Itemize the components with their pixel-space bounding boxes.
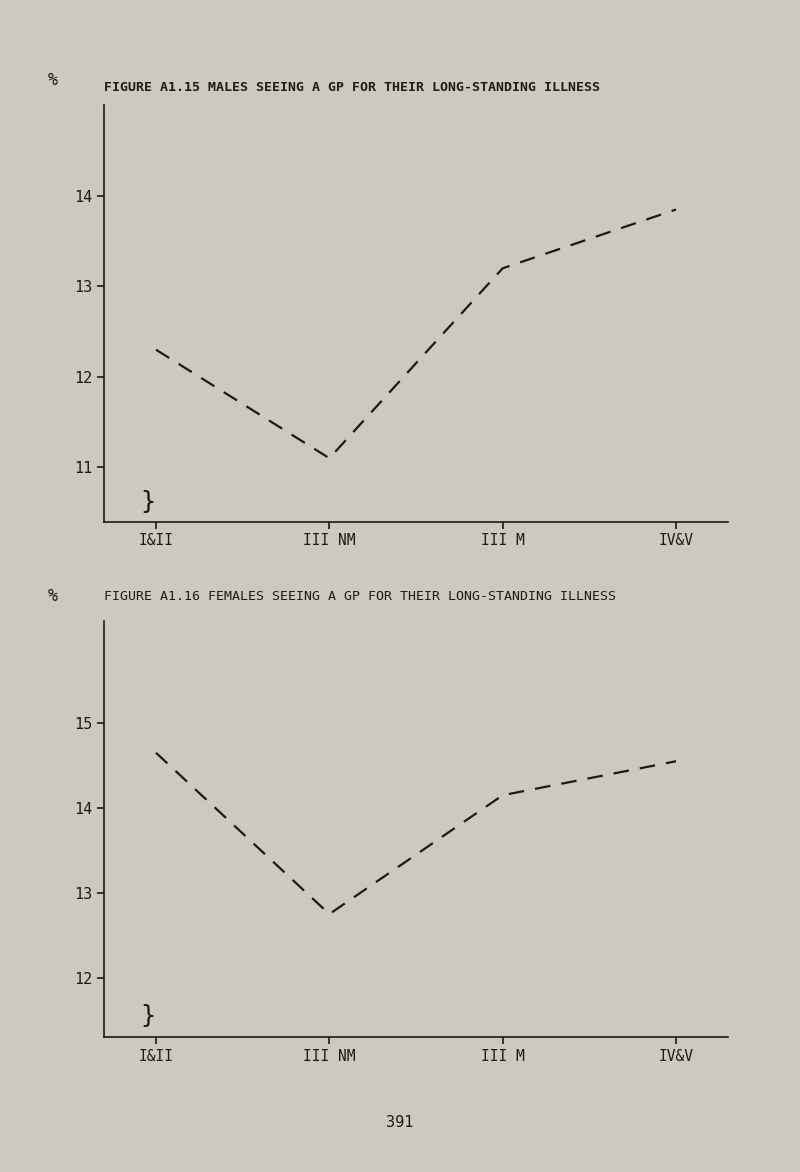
Text: %: % bbox=[48, 70, 58, 89]
Text: FIGURE A1.16 FEMALES SEEING A GP FOR THEIR LONG-STANDING ILLNESS: FIGURE A1.16 FEMALES SEEING A GP FOR THE… bbox=[104, 590, 616, 604]
Text: 391: 391 bbox=[386, 1116, 414, 1131]
Text: }: } bbox=[141, 1004, 156, 1028]
Text: %: % bbox=[48, 586, 58, 605]
Text: }: } bbox=[141, 490, 156, 513]
Text: FIGURE A1.15 MALES SEEING A GP FOR THEIR LONG-STANDING ILLNESS: FIGURE A1.15 MALES SEEING A GP FOR THEIR… bbox=[104, 81, 600, 95]
